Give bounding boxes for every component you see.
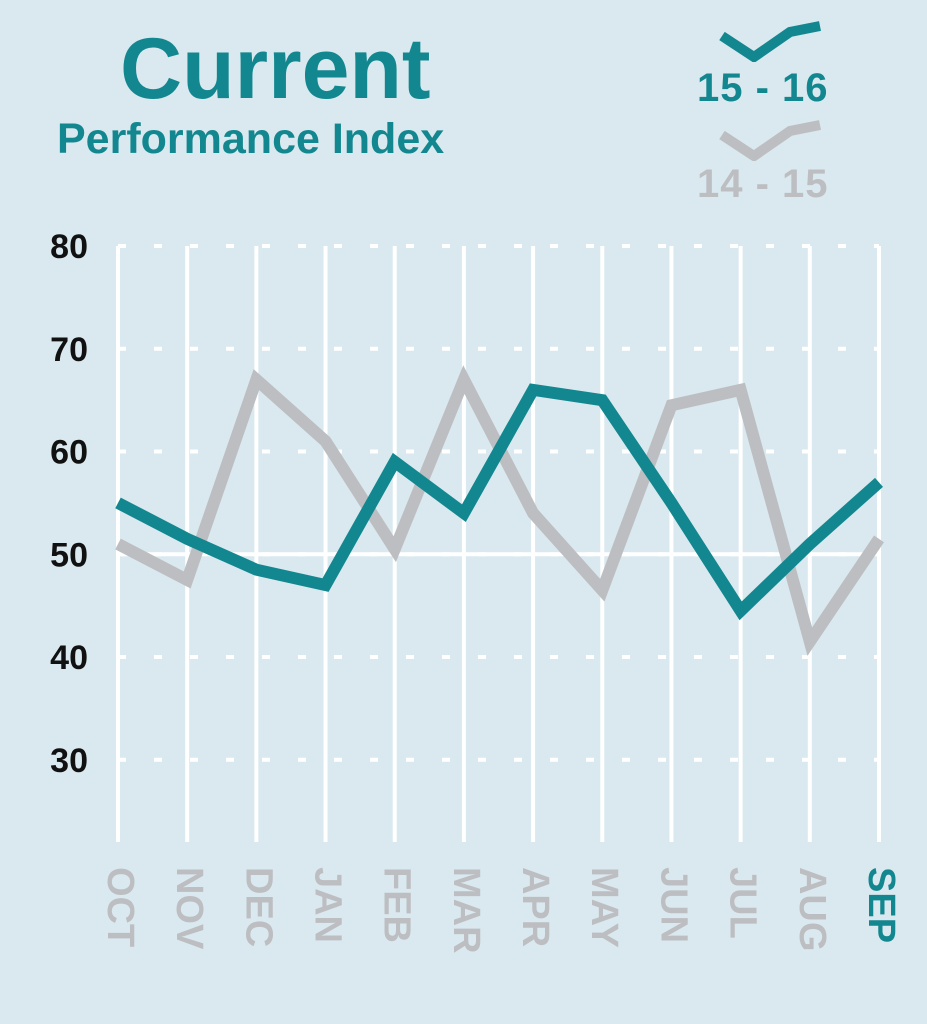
x-axis-tick-label: DEC [237, 867, 279, 947]
x-axis-tick-label: JAN [307, 867, 349, 943]
legend-previous-line-icon [719, 120, 821, 161]
x-axis-tick-label: JUL [722, 867, 764, 939]
x-axis-tick-label: SEP [860, 867, 902, 943]
x-axis-tick-label: OCT [99, 867, 141, 947]
y-axis-tick-label: 80 [50, 228, 88, 266]
series-previous-line [115, 365, 884, 656]
y-axis-tick-label: 60 [50, 434, 88, 472]
y-axis-tick-label: 30 [50, 742, 88, 780]
legend-current-line-icon [719, 21, 821, 62]
chart-subtitle: Performance Index [57, 115, 445, 163]
legend-current-label: 15 - 16 [697, 66, 829, 110]
x-axis-tick-label: FEB [376, 867, 418, 943]
x-axis-tick-label: AUG [791, 867, 833, 951]
y-axis-tick-label: 70 [50, 331, 88, 369]
y-axis-tick-label: 40 [50, 639, 88, 677]
chart-title: Current [120, 21, 431, 117]
x-axis-tick-label: MAY [583, 867, 625, 948]
x-axis-tick-label: NOV [168, 867, 210, 950]
y-axis-tick-label: 50 [50, 536, 88, 574]
x-axis-tick-label: JUN [652, 867, 694, 943]
x-axis-tick-label: MAR [445, 867, 487, 954]
series-current-line [115, 383, 883, 621]
x-axis-tick-label: APR [514, 867, 556, 947]
legend-previous-label: 14 - 15 [697, 162, 829, 206]
